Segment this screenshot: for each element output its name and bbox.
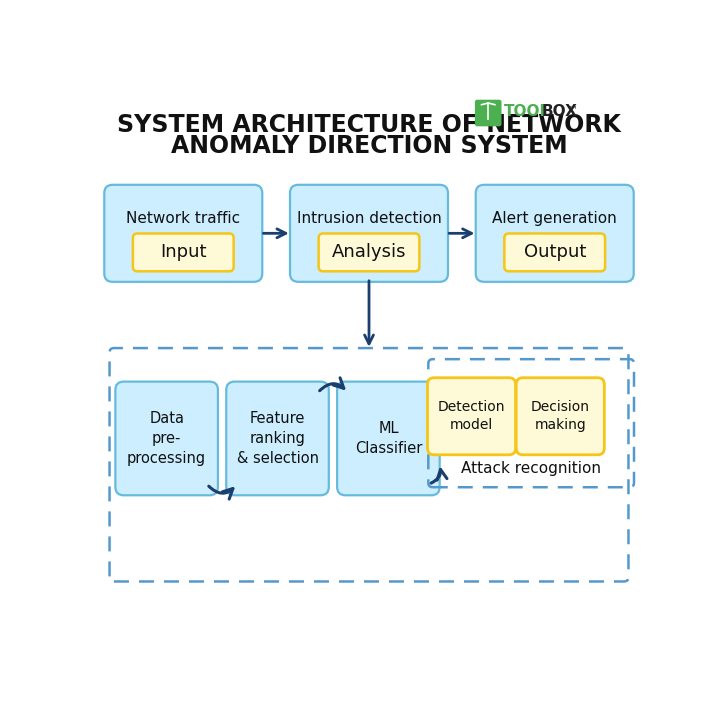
Text: ™: ™ [568,104,577,114]
Text: TOOL: TOOL [504,104,550,120]
Text: ANOMALY DIRECTION SYSTEM: ANOMALY DIRECTION SYSTEM [171,134,567,158]
FancyBboxPatch shape [337,382,440,495]
Text: Input: Input [160,243,207,261]
FancyBboxPatch shape [504,233,605,271]
FancyBboxPatch shape [115,382,218,495]
Text: Network traffic: Network traffic [126,210,240,225]
FancyBboxPatch shape [290,185,448,282]
Text: Intrusion detection: Intrusion detection [297,210,441,225]
Text: SYSTEM ARCHITECTURE OF NETWORK: SYSTEM ARCHITECTURE OF NETWORK [117,113,621,138]
FancyBboxPatch shape [226,382,329,495]
Text: BOX: BOX [541,104,577,120]
FancyBboxPatch shape [319,233,419,271]
Text: Feature
ranking
& selection: Feature ranking & selection [237,411,318,466]
FancyBboxPatch shape [133,233,234,271]
Text: Detection
model: Detection model [438,400,505,433]
Text: Analysis: Analysis [332,243,406,261]
FancyBboxPatch shape [475,99,502,126]
Text: Attack recognition: Attack recognition [462,461,601,476]
Text: Data
pre-
processing: Data pre- processing [127,411,206,466]
Text: Alert generation: Alert generation [492,210,617,225]
Text: Output: Output [523,243,586,261]
FancyBboxPatch shape [476,185,634,282]
Text: ML
Classifier: ML Classifier [355,421,422,456]
FancyBboxPatch shape [104,185,262,282]
Text: Decision
making: Decision making [531,400,590,433]
FancyBboxPatch shape [428,378,516,455]
FancyBboxPatch shape [516,378,604,455]
